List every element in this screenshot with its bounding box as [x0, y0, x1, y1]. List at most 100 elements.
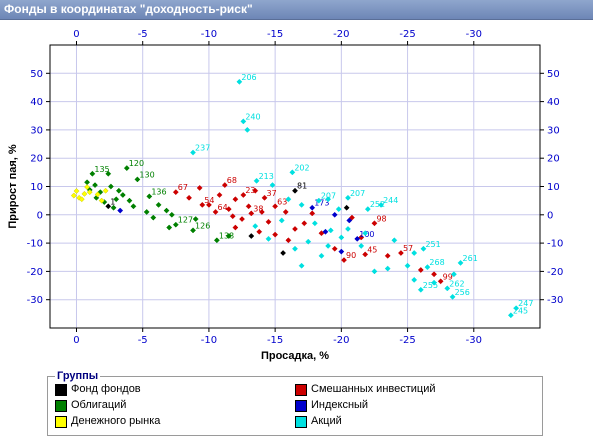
data-point	[105, 203, 112, 210]
x-axis-title: Просадка, %	[261, 350, 329, 362]
data-point	[216, 192, 223, 198]
data-point	[265, 235, 272, 242]
data-label: 207	[350, 189, 365, 198]
data-point	[248, 210, 255, 217]
data-label: 23	[245, 186, 255, 195]
data-label: 206	[241, 73, 256, 82]
data-point	[437, 278, 444, 285]
data-label: 237	[195, 144, 210, 153]
data-point	[285, 196, 292, 203]
data-point	[119, 192, 126, 198]
y-tick-label-left: -30	[27, 295, 43, 306]
data-label: 268	[429, 258, 444, 267]
data-point	[301, 220, 308, 227]
data-point	[331, 245, 338, 252]
data-point	[110, 204, 117, 211]
x-tick-label-top: -15	[267, 29, 283, 40]
data-point	[196, 184, 203, 191]
data-point	[73, 188, 80, 194]
axis-ticks: 0 0 -5 -5 -10 -10 -15 -15 -20 -20 -25 -25 -30 -30 50 50…	[27, 29, 564, 346]
x-tick-label-bottom: -30	[466, 335, 482, 346]
data-label: 207	[321, 192, 336, 201]
data-label: 127	[178, 216, 193, 225]
y-tick-label-left: 20	[30, 154, 43, 165]
data-point	[252, 223, 259, 230]
data-point	[362, 251, 369, 258]
data-point	[417, 286, 424, 293]
data-point	[225, 206, 232, 213]
data-point	[265, 218, 272, 225]
x-tick-label-bottom: 0	[73, 335, 79, 346]
data-point	[341, 257, 347, 264]
data-point	[78, 196, 85, 203]
data-point	[325, 242, 332, 249]
data-label: 81	[297, 182, 307, 191]
x-tick-label-top: -25	[399, 29, 415, 40]
y-tick-label-left: 10	[30, 182, 43, 193]
data-point	[98, 197, 105, 204]
data-point	[126, 197, 133, 204]
data-point	[272, 203, 279, 210]
data-point	[117, 207, 124, 214]
legend-swatch	[55, 400, 67, 412]
data-point	[309, 204, 316, 211]
data-point	[256, 228, 263, 235]
y-tick-label-right: 30	[547, 125, 560, 136]
data-point	[163, 207, 170, 214]
data-point	[371, 220, 378, 227]
data-point	[278, 217, 285, 224]
data-point	[168, 211, 175, 218]
data-label: 202	[294, 163, 309, 172]
legend-label: Индексный	[311, 399, 369, 411]
y-tick-label-left: 30	[30, 125, 43, 136]
legend-label: Акций	[311, 415, 342, 427]
data-label: 54	[204, 196, 214, 205]
data-label: 126	[195, 221, 210, 230]
y-tick-label-left: -10	[27, 239, 43, 250]
y-tick-label-left: 0	[37, 210, 43, 221]
y-tick-label-right: 40	[547, 97, 560, 108]
data-label: 247	[518, 299, 533, 308]
data-point	[239, 216, 245, 222]
data-point	[130, 203, 137, 210]
y-tick-label-left: 40	[30, 97, 43, 108]
data-point	[358, 234, 365, 241]
data-point	[343, 204, 350, 211]
x-tick-label-bottom: -15	[267, 335, 283, 346]
data-label: 67	[178, 183, 188, 192]
data-point	[232, 196, 239, 203]
data-point	[190, 149, 196, 156]
data-point	[232, 224, 239, 231]
data-point	[327, 227, 334, 234]
data-point	[166, 224, 173, 231]
y-tick-label-right: -10	[547, 239, 563, 250]
data-point	[190, 227, 196, 234]
x-tick-label-bottom: -5	[138, 335, 148, 346]
data-point	[335, 206, 342, 213]
data-point	[362, 230, 369, 237]
legend-swatch	[295, 384, 307, 396]
data-point	[229, 213, 236, 220]
data-point	[397, 250, 404, 256]
y-tick-label-left: 50	[30, 69, 43, 80]
data-point	[84, 179, 91, 186]
data-point	[212, 209, 219, 215]
data-point	[86, 189, 93, 196]
data-point	[115, 187, 122, 194]
data-point	[248, 233, 255, 239]
data-point	[172, 189, 179, 196]
data-point	[424, 264, 431, 271]
data-label: 173	[314, 199, 329, 208]
data-point	[105, 170, 112, 177]
x-tick-label-top: 0	[73, 29, 79, 40]
data-label: 130	[139, 170, 154, 179]
data-point	[146, 193, 153, 200]
data-point	[315, 197, 322, 204]
data-point	[92, 182, 98, 189]
legend-label: Фонд фондов	[71, 383, 141, 395]
x-tick-label-bottom: -10	[201, 335, 217, 346]
data-point	[155, 201, 162, 208]
data-point	[292, 187, 298, 194]
data-point	[172, 221, 179, 228]
data-point	[513, 305, 520, 312]
